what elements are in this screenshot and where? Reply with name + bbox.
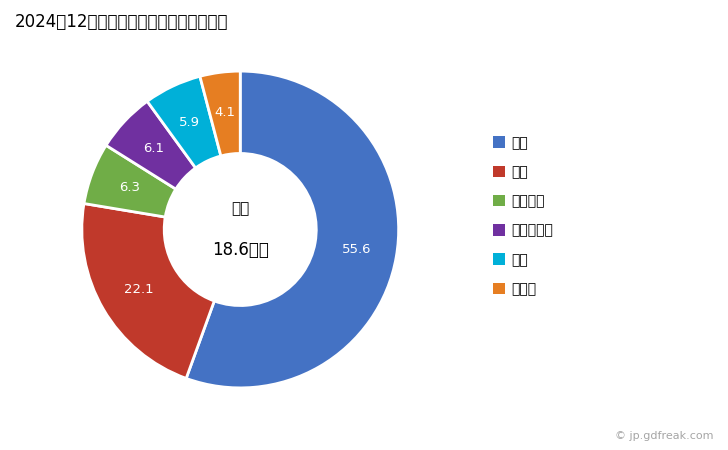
Wedge shape (186, 71, 399, 388)
Wedge shape (200, 71, 240, 156)
Legend: 中国, 米国, モロッコ, カンボジア, 台湾, その他: 中国, 米国, モロッコ, カンボジア, 台湾, その他 (488, 130, 558, 302)
Text: 4.1: 4.1 (215, 106, 236, 119)
Wedge shape (84, 145, 176, 217)
Wedge shape (82, 203, 214, 378)
Text: 6.1: 6.1 (143, 142, 165, 155)
Text: 22.1: 22.1 (124, 283, 153, 296)
Text: 総額: 総額 (231, 202, 250, 216)
Text: 6.3: 6.3 (119, 181, 141, 194)
Wedge shape (147, 76, 221, 168)
Wedge shape (106, 101, 196, 189)
Text: 2024年12月の輸出相手国のシェア（％）: 2024年12月の輸出相手国のシェア（％） (15, 14, 228, 32)
Text: 55.6: 55.6 (341, 243, 371, 256)
Text: 5.9: 5.9 (179, 117, 200, 129)
Text: 18.6億円: 18.6億円 (212, 241, 269, 259)
Text: © jp.gdfreak.com: © jp.gdfreak.com (615, 431, 713, 441)
